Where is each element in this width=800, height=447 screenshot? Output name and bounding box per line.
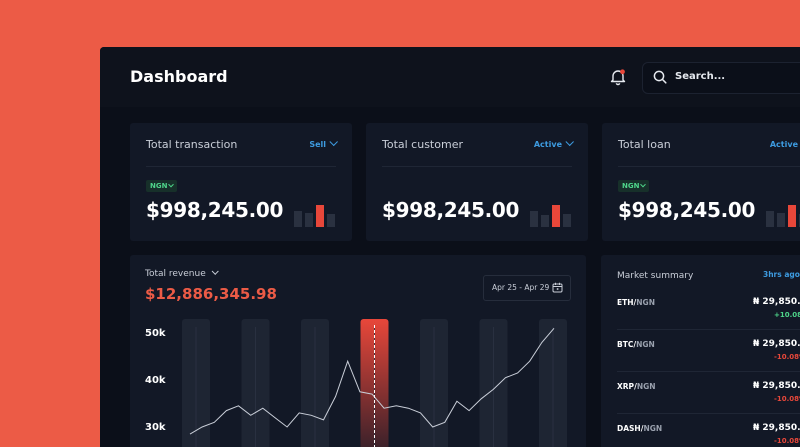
card-title: Total loan bbox=[618, 138, 671, 151]
mini-bar bbox=[766, 211, 774, 227]
total-revenue-panel: 50k 40k 30k Total revenue $12,886,345.98 A… bbox=[130, 255, 586, 447]
search-box[interactable]: Search... bbox=[642, 62, 800, 94]
chevron-down-icon bbox=[565, 137, 574, 147]
y-tick-label: 50k bbox=[145, 328, 166, 339]
price-change: +10.08% bbox=[774, 311, 800, 319]
market-row[interactable]: ETH/NGN ₦ 29,850.15 +10.08% bbox=[617, 287, 800, 329]
chevron-down-icon bbox=[168, 181, 175, 188]
chevron-down-icon bbox=[640, 181, 647, 188]
mini-bar bbox=[563, 214, 571, 227]
pair-label: BTC/NGN bbox=[617, 340, 655, 349]
market-row[interactable]: BTC/NGN ₦ 29,850.15 -10.08% bbox=[617, 329, 800, 371]
price-change: -10.08% bbox=[774, 353, 800, 361]
mini-bar bbox=[327, 214, 335, 227]
divider bbox=[617, 329, 800, 330]
mini-bar-chart bbox=[294, 205, 338, 227]
card-value: $998,245.00 bbox=[382, 198, 520, 222]
currency-selector[interactable]: NGN bbox=[618, 180, 650, 192]
card-value: $998,245.00 bbox=[146, 198, 284, 222]
search-icon bbox=[653, 70, 667, 84]
card-filter-dropdown[interactable]: Sell bbox=[309, 137, 338, 149]
mini-bar bbox=[541, 215, 549, 227]
price: ₦ 29,850.15 bbox=[753, 381, 800, 391]
price: ₦ 29,850.15 bbox=[753, 423, 800, 433]
market-summary-panel: Market summary 3hrs ago ETH/NGN ₦ 29,850… bbox=[601, 255, 800, 447]
calendar-icon bbox=[552, 282, 563, 293]
y-tick-label: 40k bbox=[145, 375, 166, 386]
mini-bar bbox=[305, 213, 313, 227]
mini-bar bbox=[552, 205, 560, 227]
card-title: Total customer bbox=[382, 138, 463, 151]
chevron-down-icon bbox=[329, 137, 338, 147]
date-range-picker[interactable]: Apr 25 - Apr 29 bbox=[483, 275, 571, 301]
divider bbox=[617, 371, 800, 372]
card-filter-dropdown[interactable]: Active bbox=[769, 140, 798, 149]
bell-icon[interactable] bbox=[608, 67, 628, 87]
mini-bar bbox=[294, 211, 302, 227]
search-input[interactable]: Search... bbox=[675, 71, 726, 82]
mini-bar bbox=[530, 211, 538, 227]
market-row[interactable]: DASH/NGN ₦ 29,850.15 -10.08% bbox=[617, 413, 800, 447]
pair-label: XRP/NGN bbox=[617, 382, 656, 391]
divider bbox=[618, 166, 800, 167]
pair-label: ETH/NGN bbox=[617, 298, 655, 307]
mini-bar bbox=[316, 205, 324, 227]
total-customer-card: Total customer Active $998,245.00 bbox=[366, 123, 588, 241]
date-range-label: Apr 25 - Apr 29 bbox=[492, 283, 550, 292]
last-updated: 3hrs ago bbox=[763, 270, 800, 279]
revenue-chart: 50k 40k 30k bbox=[145, 319, 567, 447]
market-summary-title: Market summary bbox=[617, 271, 694, 281]
divider bbox=[146, 166, 336, 167]
price-change: -10.08% bbox=[774, 437, 800, 445]
card-filter-dropdown[interactable]: Active bbox=[534, 137, 574, 149]
card-title: Total transaction bbox=[146, 138, 238, 151]
price: ₦ 29,850.15 bbox=[753, 297, 800, 307]
mini-bar bbox=[777, 213, 785, 227]
pair-label: DASH/NGN bbox=[617, 424, 663, 433]
top-bar: Dashboard Search... bbox=[100, 47, 800, 107]
price-change: -10.08% bbox=[774, 395, 800, 403]
revenue-dropdown[interactable]: Total revenue bbox=[145, 267, 219, 279]
mini-bar bbox=[788, 205, 796, 227]
market-row[interactable]: XRP/NGN ₦ 29,850.15 -10.08% bbox=[617, 371, 800, 413]
divider bbox=[617, 413, 800, 414]
page-title: Dashboard bbox=[130, 67, 228, 86]
revenue-line bbox=[189, 327, 555, 435]
y-tick-label: 30k bbox=[145, 422, 166, 433]
dashboard-window: Dashboard Search... Total transaction Se… bbox=[100, 47, 800, 447]
mini-bar-chart bbox=[530, 205, 574, 227]
revenue-value: $12,886,345.98 bbox=[145, 285, 277, 303]
mini-bar-chart bbox=[766, 205, 800, 227]
divider bbox=[382, 166, 572, 167]
card-value: $998,245.00 bbox=[618, 198, 756, 222]
price: ₦ 29,850.15 bbox=[753, 339, 800, 349]
total-transaction-card: Total transaction Sell NGN $998,245.00 bbox=[130, 123, 352, 241]
total-loan-card: Total loan Active NGN $998,245.00 bbox=[602, 123, 800, 241]
currency-selector[interactable]: NGN bbox=[146, 180, 178, 192]
